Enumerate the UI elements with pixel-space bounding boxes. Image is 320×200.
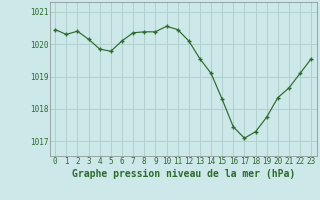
X-axis label: Graphe pression niveau de la mer (hPa): Graphe pression niveau de la mer (hPa) [72,169,295,179]
